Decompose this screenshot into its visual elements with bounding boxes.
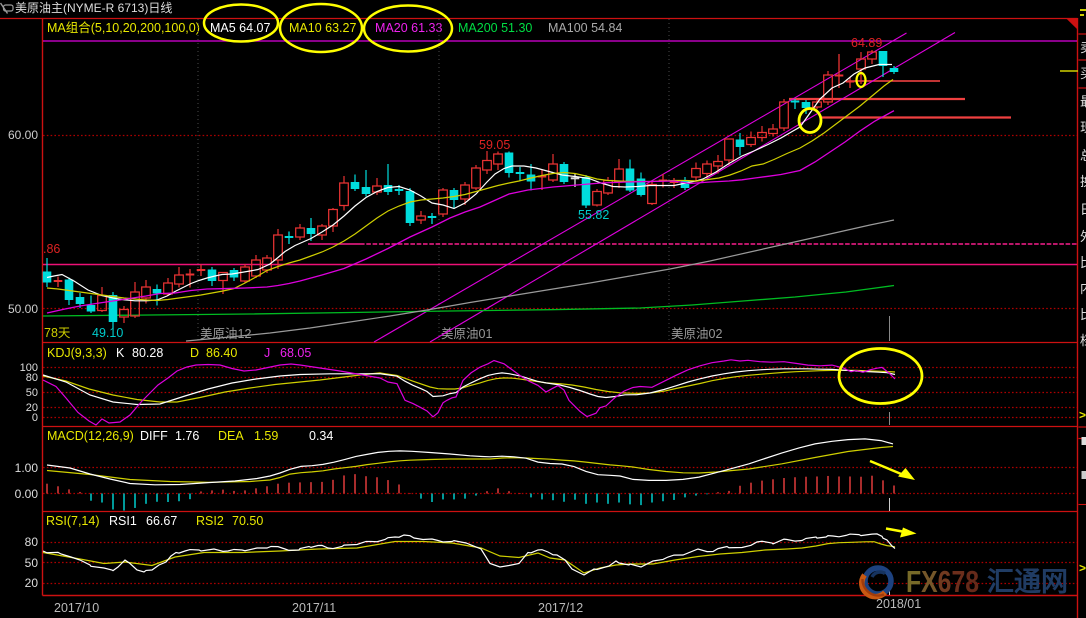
svg-text:20: 20 <box>26 402 38 414</box>
svg-text:RSI1: RSI1 <box>109 514 137 528</box>
svg-text:DIFF: DIFF <box>140 429 168 443</box>
svg-text:卖: 卖 <box>1080 40 1086 55</box>
svg-text:J: J <box>264 346 270 360</box>
svg-text:>: > <box>1079 408 1086 422</box>
svg-text:80: 80 <box>25 535 39 549</box>
svg-text:MA5 64.07: MA5 64.07 <box>210 21 271 35</box>
svg-text:MACD(12,26,9): MACD(12,26,9) <box>47 429 134 443</box>
svg-text:100: 100 <box>20 362 38 374</box>
svg-text:总: 总 <box>1080 148 1086 163</box>
svg-text:外: 外 <box>1080 229 1086 244</box>
svg-text:1.76: 1.76 <box>175 429 199 443</box>
svg-text:DEA: DEA <box>218 429 244 443</box>
svg-text:MA200 51.30: MA200 51.30 <box>458 21 532 35</box>
svg-text:50: 50 <box>25 556 39 570</box>
svg-text:0: 0 <box>32 412 38 424</box>
svg-text:MA100 54.84: MA100 54.84 <box>548 21 622 35</box>
svg-text:49.10: 49.10 <box>92 326 123 340</box>
svg-text:美原油主(NYME-R 6713)日线: 美原油主(NYME-R 6713)日线 <box>15 1 172 15</box>
svg-text:78天: 78天 <box>44 326 71 340</box>
svg-text:2018/01: 2018/01 <box>876 597 921 611</box>
svg-text:2017/10: 2017/10 <box>54 601 99 615</box>
svg-text:50: 50 <box>26 387 38 399</box>
svg-text:86.40: 86.40 <box>206 346 237 360</box>
svg-text:日: 日 <box>1080 202 1086 217</box>
svg-text:70.50: 70.50 <box>232 514 263 528</box>
svg-text:KDJ(9,3,3): KDJ(9,3,3) <box>47 346 107 360</box>
svg-text:D: D <box>190 346 199 360</box>
svg-text:RSI(7,14): RSI(7,14) <box>46 514 100 528</box>
svg-text:0.00: 0.00 <box>15 487 39 501</box>
svg-text:68.05: 68.05 <box>280 346 311 360</box>
svg-text:1.00: 1.00 <box>15 461 39 475</box>
svg-text:2017/11: 2017/11 <box>292 601 336 615</box>
svg-text:买: 买 <box>1080 66 1086 81</box>
svg-text:2017/12: 2017/12 <box>538 601 583 615</box>
svg-text:55.82: 55.82 <box>578 208 609 222</box>
svg-text:59.05: 59.05 <box>479 138 510 152</box>
svg-text:汇通网: 汇通网 <box>987 567 1068 597</box>
svg-text:最: 最 <box>1080 94 1086 109</box>
svg-text:MA组合(5,10,20,200,100,0): MA组合(5,10,20,200,100,0) <box>47 20 200 35</box>
svg-text:内: 内 <box>1080 281 1086 296</box>
svg-text:MA20 61.33: MA20 61.33 <box>375 21 442 35</box>
svg-text:80.28: 80.28 <box>132 346 163 360</box>
svg-text:档: 档 <box>1080 333 1086 348</box>
svg-text:FX678: FX678 <box>906 564 979 599</box>
svg-text:20: 20 <box>25 576 39 590</box>
svg-text:0.34: 0.34 <box>309 429 333 443</box>
svg-text:比: 比 <box>1080 255 1086 270</box>
svg-text:现: 现 <box>1080 120 1086 135</box>
svg-text:60.00: 60.00 <box>8 128 38 142</box>
svg-text:.86: .86 <box>43 242 60 256</box>
svg-text:RSI2: RSI2 <box>196 514 224 528</box>
svg-text:50.00: 50.00 <box>8 302 38 316</box>
svg-text:美原油12: 美原油12 <box>200 327 251 341</box>
svg-text:64.89: 64.89 <box>851 36 882 50</box>
svg-text:比: 比 <box>1080 307 1086 322</box>
svg-text:66.67: 66.67 <box>146 514 177 528</box>
svg-text:MA10 63.27: MA10 63.27 <box>289 21 356 35</box>
svg-text:美原油02: 美原油02 <box>671 327 722 341</box>
svg-text:K: K <box>116 346 125 360</box>
svg-text:1.59: 1.59 <box>254 429 278 443</box>
svg-text:美原油01: 美原油01 <box>441 327 492 341</box>
svg-text:>: > <box>1079 561 1086 575</box>
svg-text:换: 换 <box>1080 174 1086 189</box>
svg-text:80: 80 <box>26 372 38 384</box>
